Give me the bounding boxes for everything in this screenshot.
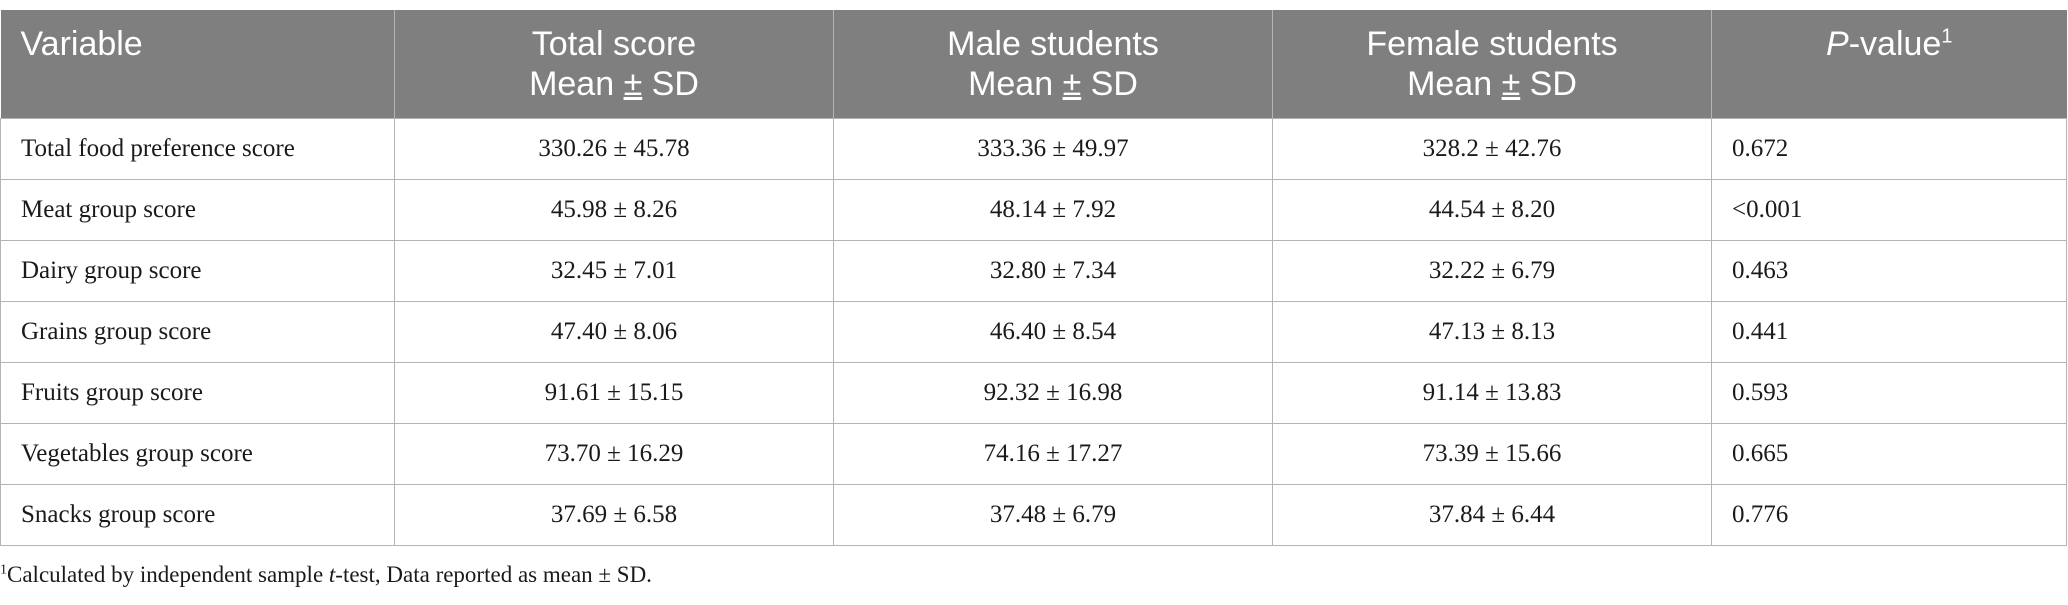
cell-total: 45.98 ± 8.26 bbox=[394, 178, 834, 241]
header-sd-text: SD bbox=[1520, 65, 1577, 103]
header-pm-symbol: ± bbox=[1062, 65, 1082, 103]
cell-p-value: 0.593 bbox=[1711, 361, 2067, 424]
cell-female: 328.2 ± 42.76 bbox=[1272, 117, 1712, 180]
cell-female: 47.13 ± 8.13 bbox=[1272, 300, 1712, 363]
header-male-students-line1: Male students bbox=[947, 25, 1159, 63]
header-total-score-line2: Mean ± SD bbox=[415, 64, 813, 104]
footnote-marker: 1 bbox=[0, 562, 7, 578]
cell-p-value: 0.672 bbox=[1711, 117, 2067, 180]
cell-total: 47.40 ± 8.06 bbox=[394, 300, 834, 363]
header-row: Variable Total score Mean ± SD Male stud… bbox=[0, 10, 2067, 118]
header-p-value: P-value1 bbox=[1711, 10, 2067, 118]
table-row: Total food preference score 330.26 ± 45.… bbox=[0, 117, 2067, 180]
header-sd-text: SD bbox=[1081, 65, 1138, 103]
cell-variable: Total food preference score bbox=[0, 117, 395, 180]
cell-male: 92.32 ± 16.98 bbox=[833, 361, 1273, 424]
cell-female: 44.54 ± 8.20 bbox=[1272, 178, 1712, 241]
header-male-students-line2: Mean ± SD bbox=[854, 64, 1252, 104]
cell-male: 46.40 ± 8.54 bbox=[833, 300, 1273, 363]
cell-total: 330.26 ± 45.78 bbox=[394, 117, 834, 180]
table-body: Total food preference score 330.26 ± 45.… bbox=[0, 117, 2067, 546]
header-female-students: Female students Mean ± SD bbox=[1272, 10, 1712, 118]
header-mean-text: Mean bbox=[968, 65, 1063, 103]
cell-female: 32.22 ± 6.79 bbox=[1272, 239, 1712, 302]
header-total-score: Total score Mean ± SD bbox=[394, 10, 834, 118]
cell-p-value: 0.463 bbox=[1711, 239, 2067, 302]
cell-male: 32.80 ± 7.34 bbox=[833, 239, 1273, 302]
header-mean-text: Mean bbox=[1407, 65, 1502, 103]
cell-variable: Fruits group score bbox=[0, 361, 395, 424]
cell-male: 74.16 ± 17.27 bbox=[833, 422, 1273, 485]
table-row: Dairy group score 32.45 ± 7.01 32.80 ± 7… bbox=[0, 239, 2067, 302]
header-p-value-label: P-value1 bbox=[1732, 24, 2047, 64]
cell-variable: Grains group score bbox=[0, 300, 395, 363]
footnote-text-part1: Calculated by independent sample bbox=[7, 562, 329, 587]
header-pm-symbol: ± bbox=[623, 65, 643, 103]
cell-p-value: 0.441 bbox=[1711, 300, 2067, 363]
header-p-letter: P bbox=[1826, 25, 1849, 63]
table-footnote: 1Calculated by independent sample t-test… bbox=[0, 562, 652, 588]
header-mean-text: Mean bbox=[529, 65, 624, 103]
cell-p-value: <0.001 bbox=[1711, 178, 2067, 241]
header-total-score-line1: Total score bbox=[531, 25, 697, 63]
header-variable-label: Variable bbox=[20, 25, 143, 63]
header-variable: Variable bbox=[0, 10, 395, 118]
cell-p-value: 0.665 bbox=[1711, 422, 2067, 485]
results-table-container: Variable Total score Mean ± SD Male stud… bbox=[0, 10, 2067, 546]
table-row: Meat group score 45.98 ± 8.26 48.14 ± 7.… bbox=[0, 178, 2067, 241]
cell-female: 37.84 ± 6.44 bbox=[1272, 483, 1712, 546]
cell-female: 91.14 ± 13.83 bbox=[1272, 361, 1712, 424]
table-row: Snacks group score 37.69 ± 6.58 37.48 ± … bbox=[0, 483, 2067, 546]
cell-total: 91.61 ± 15.15 bbox=[394, 361, 834, 424]
table-row: Grains group score 47.40 ± 8.06 46.40 ± … bbox=[0, 300, 2067, 363]
header-p-rest: -value bbox=[1848, 25, 1942, 63]
cell-variable: Vegetables group score bbox=[0, 422, 395, 485]
footnote-t-letter: t bbox=[328, 562, 336, 587]
header-female-students-line1: Female students bbox=[1366, 25, 1618, 63]
header-female-students-line2: Mean ± SD bbox=[1293, 64, 1691, 104]
header-male-students: Male students Mean ± SD bbox=[833, 10, 1273, 118]
table-row: Vegetables group score 73.70 ± 16.29 74.… bbox=[0, 422, 2067, 485]
cell-male: 48.14 ± 7.92 bbox=[833, 178, 1273, 241]
cell-variable: Snacks group score bbox=[0, 483, 395, 546]
cell-total: 73.70 ± 16.29 bbox=[394, 422, 834, 485]
table-header: Variable Total score Mean ± SD Male stud… bbox=[0, 10, 2067, 118]
cell-total: 32.45 ± 7.01 bbox=[394, 239, 834, 302]
food-preference-table: Variable Total score Mean ± SD Male stud… bbox=[0, 10, 2067, 546]
cell-male: 333.36 ± 49.97 bbox=[833, 117, 1273, 180]
footnote-text-part2: -test, Data reported as mean ± SD. bbox=[335, 562, 652, 587]
cell-female: 73.39 ± 15.66 bbox=[1272, 422, 1712, 485]
table-row: Fruits group score 91.61 ± 15.15 92.32 ±… bbox=[0, 361, 2067, 424]
header-p-footnote-marker: 1 bbox=[1941, 25, 1953, 48]
header-sd-text: SD bbox=[642, 65, 699, 103]
cell-p-value: 0.776 bbox=[1711, 483, 2067, 546]
cell-male: 37.48 ± 6.79 bbox=[833, 483, 1273, 546]
cell-variable: Dairy group score bbox=[0, 239, 395, 302]
header-pm-symbol: ± bbox=[1501, 65, 1521, 103]
cell-total: 37.69 ± 6.58 bbox=[394, 483, 834, 546]
cell-variable: Meat group score bbox=[0, 178, 395, 241]
